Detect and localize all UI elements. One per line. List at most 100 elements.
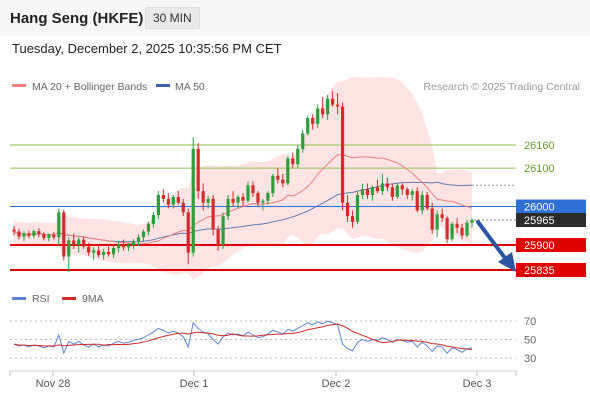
last-price-label-25965: 25965: [524, 215, 555, 227]
candle-body: [226, 198, 230, 217]
candle-body: [106, 251, 111, 255]
copyright-label: Research © 2025 Trading Central: [423, 81, 580, 93]
rsi-tick-30: 30: [524, 353, 536, 365]
resistance-label-26160: 26160: [524, 140, 555, 152]
candle-body: [72, 240, 76, 245]
candle-body: [445, 218, 449, 240]
candle-body: [201, 191, 205, 203]
candle-body: [281, 179, 285, 184]
candle-body: [286, 158, 290, 184]
candle-body: [370, 187, 375, 195]
candle-body: [455, 223, 459, 228]
candle-body: [311, 118, 315, 124]
ma20-line: [13, 154, 473, 245]
candle-body: [22, 233, 26, 237]
support-label-box-25835: [516, 263, 586, 277]
support-label-box-25900: [516, 238, 586, 252]
timeframe-badge[interactable]: 30 MIN: [145, 7, 200, 29]
ma20-legend-label: MA 20 + Bollinger Bands: [32, 81, 147, 93]
x-tick-label: Nov 28: [36, 378, 71, 390]
resistance-label-26100: 26100: [524, 163, 555, 175]
candle-body: [57, 212, 61, 238]
last-price-box: [516, 213, 586, 227]
candle-body: [350, 216, 355, 222]
support-label-25900: 25900: [524, 240, 555, 252]
candle-body: [316, 108, 320, 124]
candle-body: [355, 195, 360, 222]
candle-body: [326, 98, 330, 115]
pivot-label-box: [516, 199, 586, 214]
x-tick-label: Dec 2: [322, 378, 351, 390]
candle-body: [111, 248, 116, 255]
candle-body: [206, 198, 210, 203]
candle-body: [335, 104, 340, 107]
x-tick-label: Dec 3: [463, 378, 492, 390]
rsi-line: [13, 320, 473, 355]
candle-body: [360, 189, 365, 195]
candle-body: [385, 183, 389, 188]
candle-body: [405, 189, 409, 195]
forecast-arrow-shaft: [476, 220, 510, 264]
candle-body: [246, 185, 250, 201]
candle-body: [97, 250, 101, 255]
x-tick-label: Dec 1: [180, 378, 209, 390]
candle-body: [196, 148, 200, 192]
rsi-ma-line: [13, 323, 473, 350]
support-label-25835: 25835: [524, 265, 555, 277]
forecast-arrow-head: [498, 252, 516, 272]
candle-body: [211, 198, 215, 230]
candle-body: [17, 231, 21, 237]
rsi-lines: [13, 320, 473, 355]
x-axis: Nov 28 Dec 1 Dec 2 Dec 3: [9, 371, 517, 390]
candle-body: [410, 191, 414, 195]
candle-body: [465, 222, 469, 236]
candle-body: [231, 198, 235, 203]
candle-body: [32, 231, 36, 236]
bollinger-band-area: [14, 76, 472, 280]
candle-body: [116, 244, 121, 249]
candle-body: [191, 148, 195, 253]
rsi-legend-swatch: [12, 297, 26, 300]
candle-body: [390, 187, 394, 197]
candle-body: [151, 215, 155, 224]
candle-body: [236, 196, 240, 203]
candle-body: [276, 175, 280, 180]
candle-body: [67, 240, 71, 257]
candle-body: [62, 212, 66, 257]
rsi-grid: 70 50 30: [10, 316, 536, 365]
candle-body: [306, 118, 310, 134]
candle-body: [92, 250, 96, 253]
ma20-legend-swatch: [12, 84, 26, 87]
candle-body: [296, 148, 300, 165]
candle-body: [435, 214, 439, 230]
candle-body: [440, 214, 444, 219]
instrument-title: Hang Seng (HKFE): [10, 10, 144, 27]
candle-body: [12, 229, 16, 232]
candle-body: [420, 195, 424, 211]
candle-body: [52, 235, 56, 238]
candle-body: [271, 175, 275, 194]
moving-averages: [13, 154, 516, 245]
candle-body: [42, 234, 46, 239]
candle-body: [87, 246, 91, 253]
candle-body: [241, 196, 245, 201]
candle-body: [450, 223, 454, 240]
candle-body: [415, 191, 419, 211]
pivot-label-26000: 26000: [524, 202, 555, 214]
candle-body: [266, 193, 270, 201]
candle-body: [146, 223, 151, 232]
candle-body: [121, 244, 126, 248]
candle-body: [470, 220, 474, 223]
timestamp: Tuesday, December 2, 2025 10:35:56 PM CE…: [12, 41, 282, 56]
candle-body: [395, 185, 399, 197]
candle-body: [47, 235, 51, 239]
candle-body: [126, 245, 131, 248]
candle-body: [37, 231, 41, 235]
candle-body: [425, 195, 429, 209]
candle-body: [460, 227, 464, 236]
candle-body: [221, 216, 225, 245]
candle-body: [181, 202, 185, 213]
rsi-tick-50: 50: [524, 335, 536, 347]
candle-body: [331, 98, 335, 105]
